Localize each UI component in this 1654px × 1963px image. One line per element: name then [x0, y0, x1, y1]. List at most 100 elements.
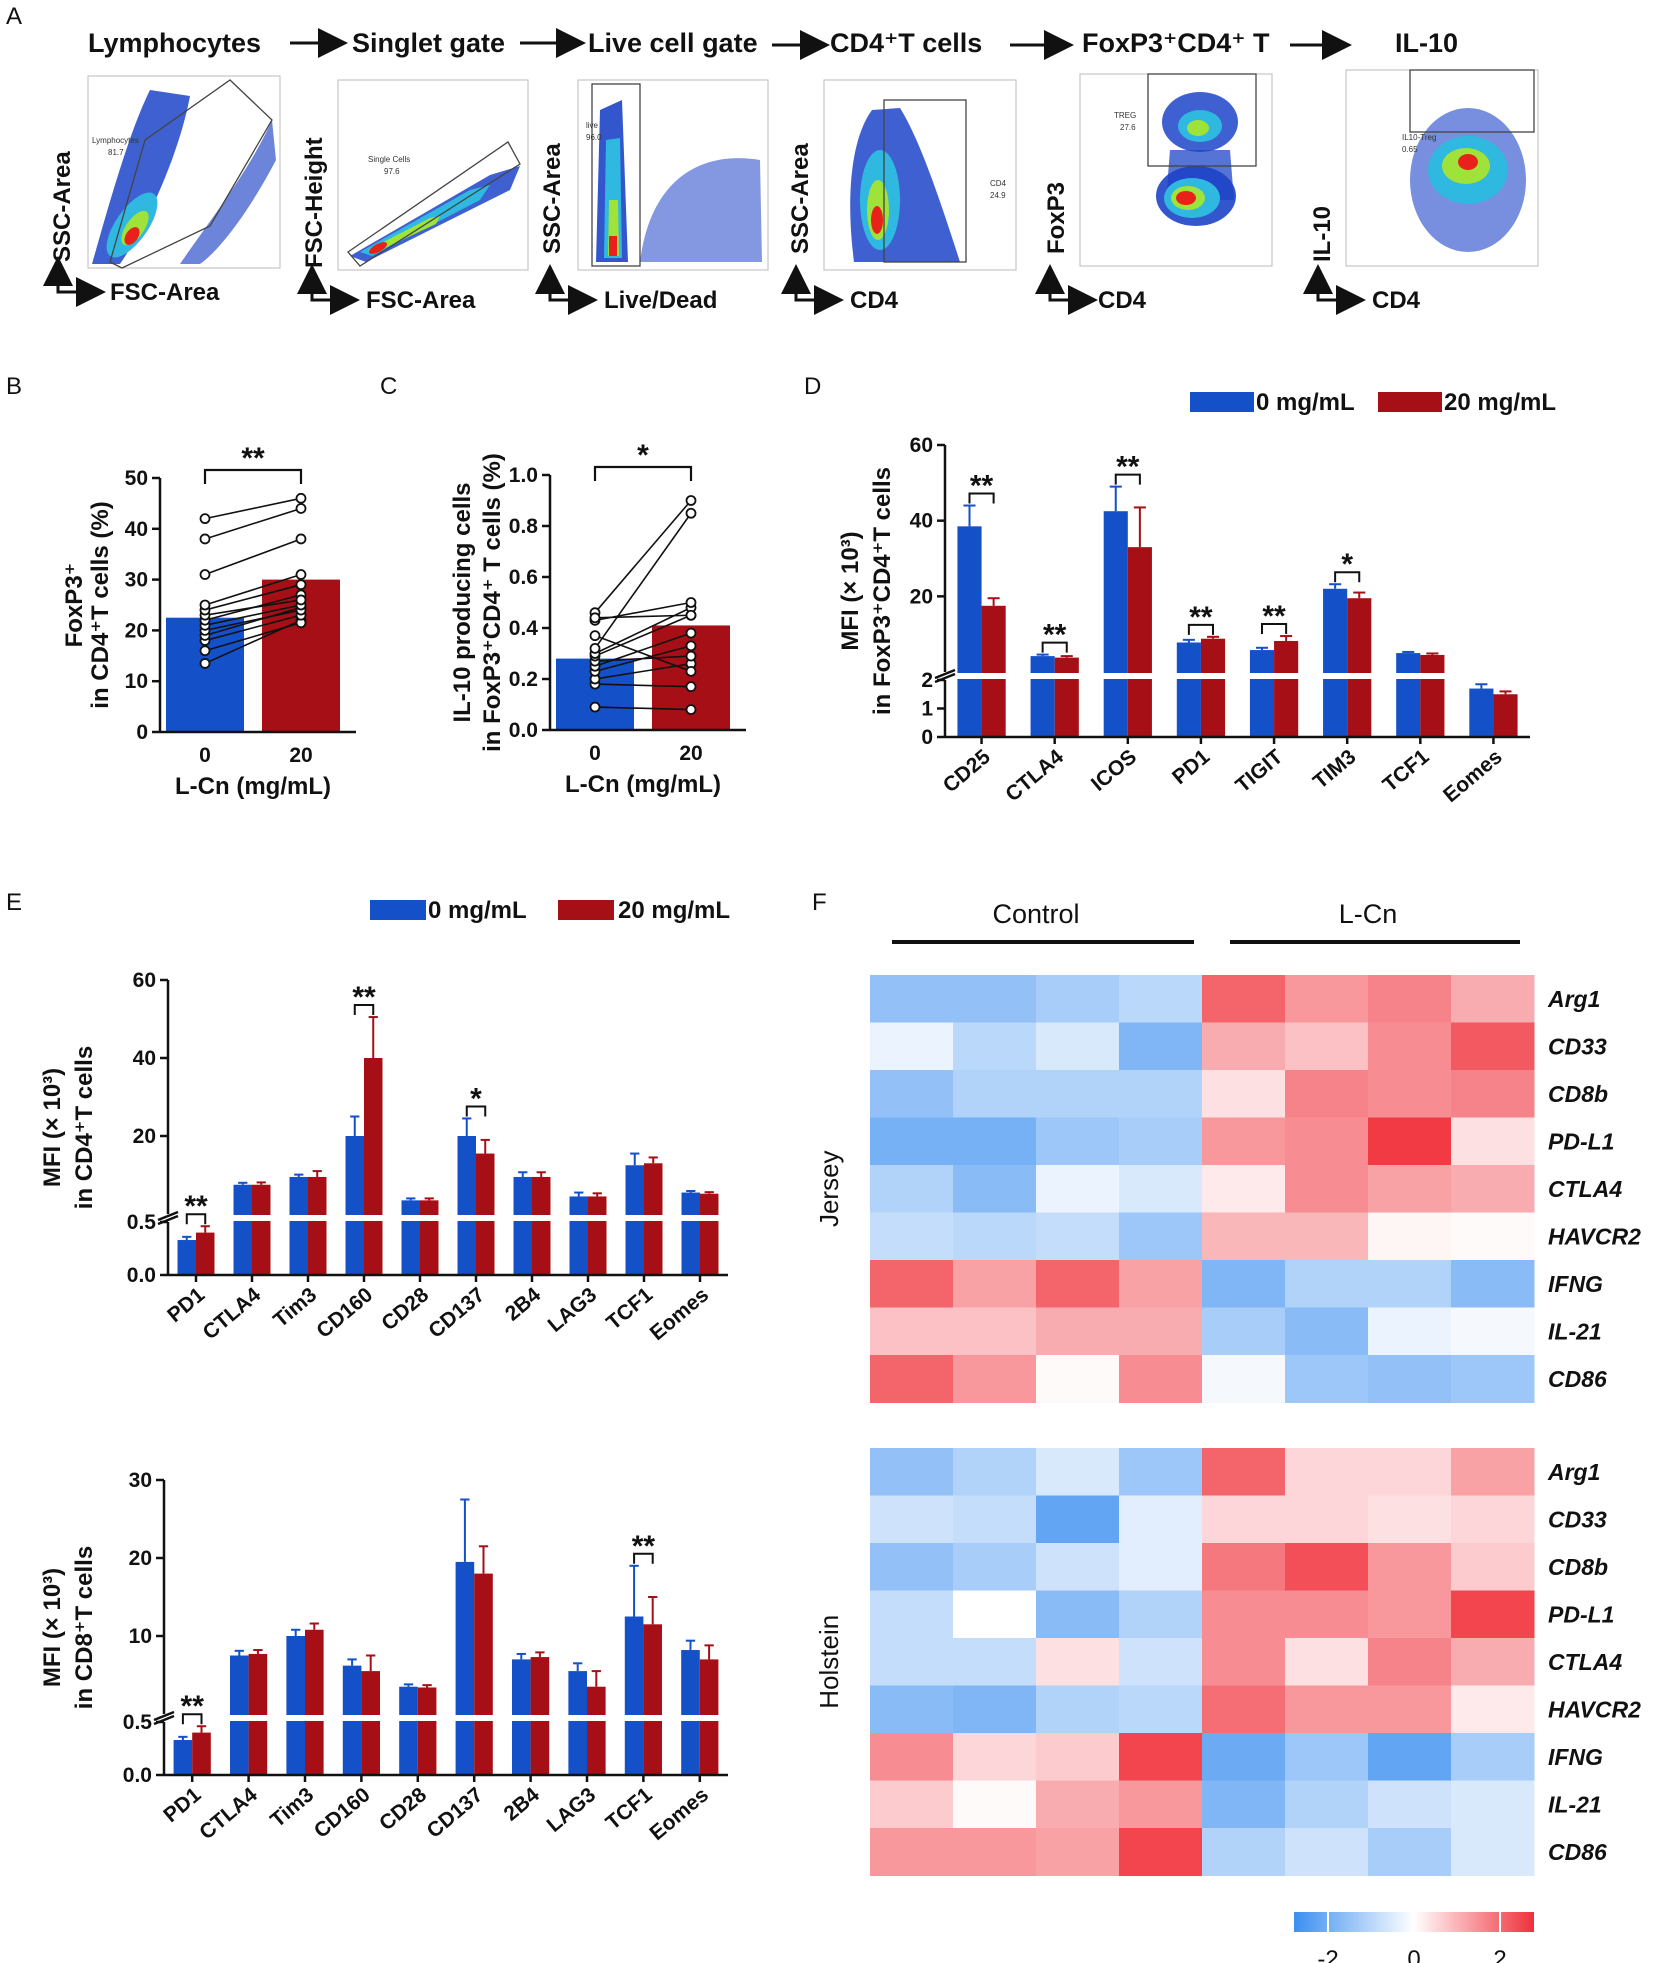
axis-break-mark — [934, 668, 956, 680]
significance-mark: ** — [352, 981, 376, 1014]
heatmap-cell — [1119, 1638, 1203, 1686]
heatmap-cell — [870, 1780, 954, 1829]
bar-TCF1-20 — [1420, 654, 1445, 737]
x-tick-label: CD25 — [939, 745, 995, 797]
flow-density-peak — [368, 242, 388, 254]
heatmap-cell — [1202, 1685, 1286, 1734]
heatmap-cell — [1285, 1070, 1369, 1118]
heatmap-cell — [1368, 1260, 1452, 1308]
flow-gate-value: 81.7 — [108, 148, 124, 157]
heatmap-cell — [1036, 1495, 1120, 1544]
paired-line — [204, 573, 302, 606]
heatmap-cell — [1451, 1212, 1535, 1261]
flow-plot-singlet: Single Cells 97.6 FSC-Height FSC-Area — [297, 79, 529, 315]
bar-TIM3-20 — [1347, 598, 1372, 737]
x-tick-label: Eomes — [645, 1783, 713, 1845]
heatmap-cell — [953, 1022, 1037, 1071]
flow-xlabel-3: Live/Dead — [604, 287, 717, 314]
flow-gate-value: 97.6 — [384, 167, 400, 176]
significance-bracket — [181, 1713, 203, 1725]
heatmap-cell — [1368, 1543, 1452, 1591]
bar-Tim3-0 — [286, 1636, 305, 1775]
y-tick-label: 10 — [125, 670, 148, 693]
paired-line — [594, 614, 692, 619]
heatmap-cell — [953, 1780, 1037, 1829]
bar-CD25-0 — [957, 526, 982, 737]
flow-plot-foxp3: TREG 27.6 FoxP3 CD4 — [1035, 73, 1273, 315]
gene-label-pd-l1: PD-L1 — [1548, 1601, 1614, 1627]
heatmap-cell — [1285, 1448, 1369, 1496]
panel-letter-d: D — [804, 373, 821, 400]
flow-gate-label: TREG — [1114, 111, 1136, 120]
flow-density-peak — [124, 227, 140, 245]
paired-line — [204, 583, 302, 611]
paired-line — [204, 614, 302, 642]
legend-d: 0 mg/mL 20 mg/mL — [1190, 389, 1556, 416]
bar-TIGIT-0 — [1249, 650, 1275, 737]
x-tick-label: LAG3 — [544, 1283, 602, 1337]
y-tick-label: 60 — [133, 969, 156, 992]
x-tick-label: ICOS — [1087, 745, 1141, 796]
flow-gate-label: live — [586, 121, 599, 130]
heatmap-cell — [1451, 1260, 1535, 1308]
heatmap-cell — [1451, 1495, 1535, 1544]
data-point — [295, 569, 307, 580]
heatmap-cell — [870, 1022, 954, 1071]
data-point — [199, 569, 211, 580]
significance-mark: ** — [184, 1190, 208, 1223]
flow-density-peak — [1176, 191, 1196, 205]
gene-label-ctla4: CTLA4 — [1548, 1176, 1622, 1202]
heatmap-cell — [1036, 1117, 1120, 1166]
data-point — [295, 492, 307, 504]
y-axis-label-1: MFI (× 10³) — [39, 1068, 66, 1187]
heatmap-cell — [1036, 1543, 1120, 1591]
flow-gate-value: 96.0 — [586, 133, 602, 142]
heatmap-cell — [1202, 1260, 1286, 1308]
heatmap-cell — [953, 1117, 1037, 1166]
flow-ylabel-2: FSC-Height — [301, 137, 328, 268]
bar-CD160-20 — [361, 1671, 381, 1775]
heatmap-cell — [1036, 975, 1120, 1023]
heatmap-cell — [1202, 1780, 1286, 1829]
data-point — [589, 612, 601, 624]
heatmap-cell — [870, 1117, 954, 1166]
paired-line — [204, 538, 302, 576]
bar-CD28-20 — [420, 1200, 439, 1275]
heatmap-cell — [870, 1638, 954, 1686]
heatmap-cell — [870, 1685, 954, 1734]
bar-Tim3-0 — [289, 1176, 308, 1275]
color-scale-label: -2 — [1317, 1946, 1338, 1963]
bar-2B4-20 — [532, 1176, 551, 1275]
gene-label-arg1: Arg1 — [1547, 986, 1600, 1012]
data-point — [199, 533, 211, 545]
x-tick-label: 20 — [679, 742, 702, 765]
paired-line — [594, 512, 692, 649]
flow-gate — [347, 141, 521, 267]
bar-Eomes-0 — [1469, 688, 1494, 737]
heatmap-cell — [1036, 1022, 1120, 1071]
gene-label-havcr2: HAVCR2 — [1548, 1223, 1641, 1249]
flow-density-peak — [1458, 154, 1478, 170]
flow-title-5: FoxP3⁺CD4⁺ T — [1082, 28, 1270, 58]
heatmap-cell — [1368, 1638, 1452, 1686]
significance-mark: ** — [181, 1690, 205, 1723]
panel-letter-a: A — [6, 3, 22, 30]
bar-2B4-0 — [513, 1176, 532, 1275]
panel-letter-e: E — [6, 889, 22, 916]
y-tick-label: 2 — [921, 669, 933, 692]
heatmap-cell — [1119, 1165, 1203, 1213]
heatmap-cell — [1285, 1355, 1369, 1403]
bar-ICOS-0 — [1103, 511, 1128, 737]
heatmap-cell — [1368, 975, 1452, 1023]
legend-swatch-20 — [1378, 392, 1442, 412]
bar-CD28-20 — [417, 1687, 437, 1775]
x-tick-label: CD160 — [310, 1783, 375, 1843]
bar-PD1-0 — [177, 1240, 196, 1275]
heatmap-cell — [1202, 1117, 1286, 1166]
heatmap-cell — [1285, 1638, 1369, 1686]
x-tick-label: CTLA4 — [195, 1783, 262, 1844]
heatmap-cell — [1119, 1733, 1203, 1781]
heatmap-cell — [1119, 1117, 1203, 1166]
heatmap-cell — [1119, 1780, 1203, 1829]
